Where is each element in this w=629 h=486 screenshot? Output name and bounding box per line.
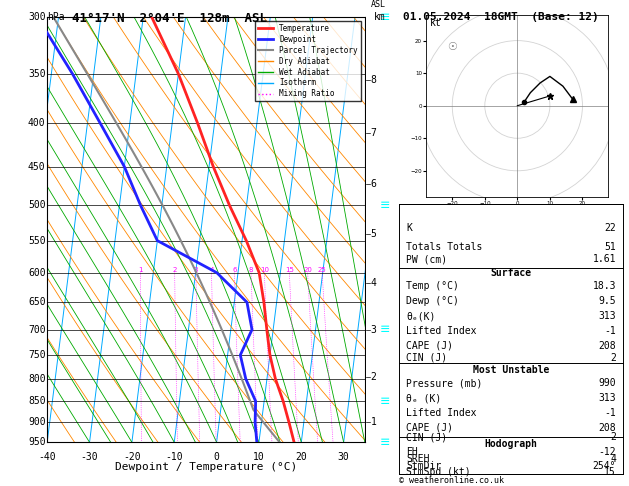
Text: kt: kt xyxy=(430,18,441,28)
Text: -20: -20 xyxy=(123,451,141,462)
Text: Most Unstable: Most Unstable xyxy=(473,365,549,375)
Text: 4: 4 xyxy=(370,278,377,288)
Text: 850: 850 xyxy=(28,396,45,406)
Text: 9.5: 9.5 xyxy=(598,296,616,306)
Text: -30: -30 xyxy=(81,451,98,462)
Text: 700: 700 xyxy=(28,325,45,334)
Text: Pressure (mb): Pressure (mb) xyxy=(406,379,482,388)
Text: 6: 6 xyxy=(370,179,377,189)
Text: CAPE (J): CAPE (J) xyxy=(406,423,453,433)
Text: K: K xyxy=(406,224,412,233)
Text: 450: 450 xyxy=(28,162,45,172)
Text: 600: 600 xyxy=(28,268,45,278)
Text: © weatheronline.co.uk: © weatheronline.co.uk xyxy=(399,476,504,485)
Text: Lifted Index: Lifted Index xyxy=(406,408,477,418)
Text: 550: 550 xyxy=(28,236,45,245)
Text: -1: -1 xyxy=(604,408,616,418)
Text: ≡: ≡ xyxy=(380,11,390,23)
Text: 1: 1 xyxy=(138,267,143,273)
Text: StmDir: StmDir xyxy=(406,461,442,471)
Text: 4: 4 xyxy=(209,267,214,273)
Text: 750: 750 xyxy=(28,350,45,360)
Text: CAPE (J): CAPE (J) xyxy=(406,341,453,351)
Text: 208: 208 xyxy=(598,341,616,351)
Text: 400: 400 xyxy=(28,118,45,128)
Text: 254°: 254° xyxy=(593,461,616,471)
Text: 51: 51 xyxy=(604,243,616,252)
Text: 7: 7 xyxy=(370,128,377,138)
Text: 41°17'N  2°04'E  128m  ASL: 41°17'N 2°04'E 128m ASL xyxy=(72,12,267,25)
Text: 8: 8 xyxy=(370,75,377,85)
Text: 3: 3 xyxy=(194,267,198,273)
Text: 18.3: 18.3 xyxy=(593,281,616,292)
Text: 30: 30 xyxy=(338,451,350,462)
Text: Dewp (°C): Dewp (°C) xyxy=(406,296,459,306)
Text: 950: 950 xyxy=(28,437,45,447)
Text: LCL: LCL xyxy=(367,405,381,414)
Text: 25: 25 xyxy=(318,267,326,273)
Text: θₑ(K): θₑ(K) xyxy=(406,311,435,321)
Text: θₑ (K): θₑ (K) xyxy=(406,393,442,403)
Text: 2: 2 xyxy=(172,267,177,273)
Text: -1: -1 xyxy=(604,326,616,336)
Text: hPa: hPa xyxy=(47,12,65,22)
Text: 22: 22 xyxy=(604,224,616,233)
Text: CIN (J): CIN (J) xyxy=(406,433,447,442)
Text: ≡: ≡ xyxy=(380,436,390,449)
Text: 350: 350 xyxy=(28,69,45,79)
Text: 15: 15 xyxy=(285,267,294,273)
Text: km: km xyxy=(374,12,386,22)
Text: Temp (°C): Temp (°C) xyxy=(406,281,459,292)
Text: 8: 8 xyxy=(249,267,253,273)
Text: 2: 2 xyxy=(610,353,616,363)
Text: 2: 2 xyxy=(610,433,616,442)
Text: -40: -40 xyxy=(38,451,56,462)
Legend: Temperature, Dewpoint, Parcel Trajectory, Dry Adiabat, Wet Adiabat, Isotherm, Mi: Temperature, Dewpoint, Parcel Trajectory… xyxy=(255,21,361,102)
Text: EH: EH xyxy=(406,447,418,457)
Text: 650: 650 xyxy=(28,297,45,307)
Text: SREH: SREH xyxy=(406,454,430,464)
Text: -12: -12 xyxy=(598,447,616,457)
Text: 313: 313 xyxy=(598,393,616,403)
Text: Lifted Index: Lifted Index xyxy=(406,326,477,336)
Text: Hodograph: Hodograph xyxy=(484,439,538,449)
Text: 15: 15 xyxy=(604,467,616,477)
Text: CIN (J): CIN (J) xyxy=(406,353,447,363)
Text: 10: 10 xyxy=(253,451,265,462)
Text: 500: 500 xyxy=(28,200,45,210)
Text: PW (cm): PW (cm) xyxy=(406,254,447,264)
Text: 6: 6 xyxy=(232,267,237,273)
Text: 1.61: 1.61 xyxy=(593,254,616,264)
Text: 990: 990 xyxy=(598,379,616,388)
Text: Totals Totals: Totals Totals xyxy=(406,243,482,252)
Text: ≡: ≡ xyxy=(380,395,390,408)
Text: ☉: ☉ xyxy=(447,42,457,52)
Text: 2: 2 xyxy=(370,371,377,382)
Text: 5: 5 xyxy=(370,229,377,239)
Text: 313: 313 xyxy=(598,311,616,321)
Text: km
ASL: km ASL xyxy=(371,0,386,8)
Text: 3: 3 xyxy=(370,325,377,335)
Text: 4: 4 xyxy=(610,454,616,464)
Text: 800: 800 xyxy=(28,374,45,384)
Text: 10: 10 xyxy=(260,267,269,273)
Text: 900: 900 xyxy=(28,417,45,427)
Text: Surface: Surface xyxy=(491,268,532,278)
Text: 20: 20 xyxy=(303,267,312,273)
Text: ≡: ≡ xyxy=(380,323,390,336)
Text: 1: 1 xyxy=(370,417,377,427)
X-axis label: Dewpoint / Temperature (°C): Dewpoint / Temperature (°C) xyxy=(115,462,297,472)
Text: 0: 0 xyxy=(214,451,220,462)
Text: -10: -10 xyxy=(165,451,183,462)
Text: StmSpd (kt): StmSpd (kt) xyxy=(406,467,470,477)
Text: 208: 208 xyxy=(598,423,616,433)
Text: ≡: ≡ xyxy=(380,199,390,212)
Text: 01.05.2024  18GMT  (Base: 12): 01.05.2024 18GMT (Base: 12) xyxy=(403,12,598,22)
Text: 20: 20 xyxy=(296,451,307,462)
Text: 300: 300 xyxy=(28,12,45,22)
